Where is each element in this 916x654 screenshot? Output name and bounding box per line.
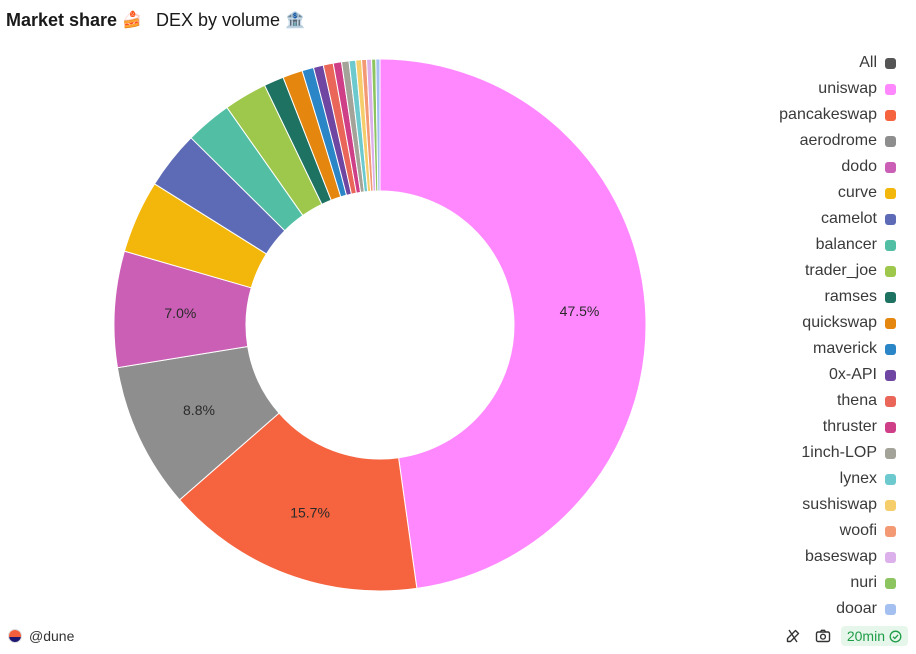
legend-item-camelot[interactable]: camelot xyxy=(696,206,896,232)
legend-item-pancakeswap[interactable]: pancakeswap xyxy=(696,102,896,128)
check-circle-icon xyxy=(889,630,902,642)
dune-logo-icon xyxy=(8,629,22,643)
chart-subtitle: DEX by volume xyxy=(155,9,281,30)
slice-label-aerodrome: 8.8% xyxy=(183,402,215,418)
refresh-interval-label: 20min xyxy=(846,628,885,644)
legend-label: trader_joe xyxy=(804,262,877,279)
legend-label: sushiswap xyxy=(802,496,877,513)
legend-swatch xyxy=(885,109,896,121)
legend-item-trader_joe[interactable]: trader_joe xyxy=(696,258,896,284)
legend-label: All xyxy=(859,54,877,71)
legend-label: thena xyxy=(836,392,877,409)
legend-item-sushiswap[interactable]: sushiswap xyxy=(696,492,896,518)
legend-item-lynex[interactable]: lynex xyxy=(696,466,896,492)
legend-label: lynex xyxy=(839,470,877,487)
legend-swatch xyxy=(885,83,896,95)
slice-label-uniswap: 47.5% xyxy=(560,303,600,319)
legend-swatch xyxy=(885,343,896,355)
legend-item-dodo[interactable]: dodo xyxy=(696,154,896,180)
legend-swatch xyxy=(885,525,896,537)
legend-swatch xyxy=(885,395,896,407)
legend-item-quickswap[interactable]: quickswap xyxy=(696,310,896,336)
legend-swatch xyxy=(885,317,896,329)
legend-item-0x-API[interactable]: 0x-API xyxy=(696,362,896,388)
chart-title: Market share xyxy=(6,9,118,30)
legend-label: 0x-API xyxy=(828,366,877,383)
legend-item-curve[interactable]: curve xyxy=(696,180,896,206)
legend-item-uniswap[interactable]: uniswap xyxy=(696,76,896,102)
legend-label: nuri xyxy=(850,574,877,591)
legend-item-ramses[interactable]: ramses xyxy=(696,284,896,310)
footer-actions: 20min xyxy=(771,626,908,646)
legend-label: dooar xyxy=(836,600,877,617)
legend-label: camelot xyxy=(820,210,877,227)
legend-item-aerodrome[interactable]: aerodrome xyxy=(696,128,896,154)
legend-swatch xyxy=(885,265,896,277)
legend-label: uniswap xyxy=(818,80,877,97)
legend-swatch xyxy=(885,499,896,511)
legend-label: woofi xyxy=(839,522,877,539)
legend-label: aerodrome xyxy=(799,132,877,149)
legend-label: curve xyxy=(837,184,877,201)
legend-swatch xyxy=(885,291,896,303)
legend-swatch xyxy=(885,551,896,563)
legend-item-all[interactable]: All xyxy=(696,50,896,76)
refresh-interval-badge[interactable]: 20min xyxy=(840,626,908,646)
legend-item-dooar[interactable]: dooar xyxy=(696,596,896,622)
legend-swatch xyxy=(885,213,896,225)
legend-swatch xyxy=(885,473,896,485)
chart-header: Market share 🍰 DEX by volume 🏦 xyxy=(6,8,305,32)
slice-uniswap[interactable] xyxy=(379,58,647,589)
legend-swatch xyxy=(885,161,896,173)
legend-label: pancakeswap xyxy=(779,106,877,123)
legend-swatch xyxy=(885,135,896,147)
legend-label: baseswap xyxy=(804,548,877,565)
legend-label: dodo xyxy=(841,158,877,175)
legend-item-1inch-LOP[interactable]: 1inch-LOP xyxy=(696,440,896,466)
legend-label: thruster xyxy=(822,418,877,435)
legend-item-nuri[interactable]: nuri xyxy=(696,570,896,596)
legend-swatch xyxy=(885,577,896,589)
legend-label: maverick xyxy=(812,340,877,357)
legend-swatch xyxy=(885,447,896,459)
legend-swatch xyxy=(885,421,896,433)
legend-label: 1inch-LOP xyxy=(801,444,877,461)
footer-attribution[interactable]: @dune xyxy=(8,628,74,644)
chart-legend: All uniswap pancakeswap aerodrome dodo curve c… xyxy=(696,50,896,622)
legend-swatch xyxy=(885,603,896,615)
legend-label: balancer xyxy=(815,236,877,253)
bank-emoji-icon: 🏦 xyxy=(285,12,305,29)
legend-label: ramses xyxy=(824,288,877,305)
legend-item-woofi[interactable]: woofi xyxy=(696,518,896,544)
legend-swatch xyxy=(885,369,896,381)
donut-slice-labels: 47.5% 15.7% 8.8% 7.0% xyxy=(164,303,599,520)
legend-label: quickswap xyxy=(802,314,877,331)
cake-emoji-icon: 🍰 xyxy=(122,12,142,29)
legend-swatch xyxy=(885,57,896,69)
refresh-icon[interactable] xyxy=(785,628,801,644)
slice-label-pancakeswap: 15.7% xyxy=(290,504,330,520)
legend-item-thruster[interactable]: thruster xyxy=(696,414,896,440)
camera-icon[interactable] xyxy=(815,628,831,644)
donut-slices xyxy=(113,58,647,592)
dune-handle: @dune xyxy=(29,628,75,644)
slice-dooar[interactable] xyxy=(375,58,381,192)
legend-item-maverick[interactable]: maverick xyxy=(696,336,896,362)
slice-label-dodo: 7.0% xyxy=(164,305,196,321)
legend-item-balancer[interactable]: balancer xyxy=(696,232,896,258)
legend-swatch xyxy=(885,187,896,199)
slice-pancakeswap[interactable] xyxy=(178,412,418,592)
legend-item-baseswap[interactable]: baseswap xyxy=(696,544,896,570)
legend-swatch xyxy=(885,239,896,251)
legend-item-thena[interactable]: thena xyxy=(696,388,896,414)
